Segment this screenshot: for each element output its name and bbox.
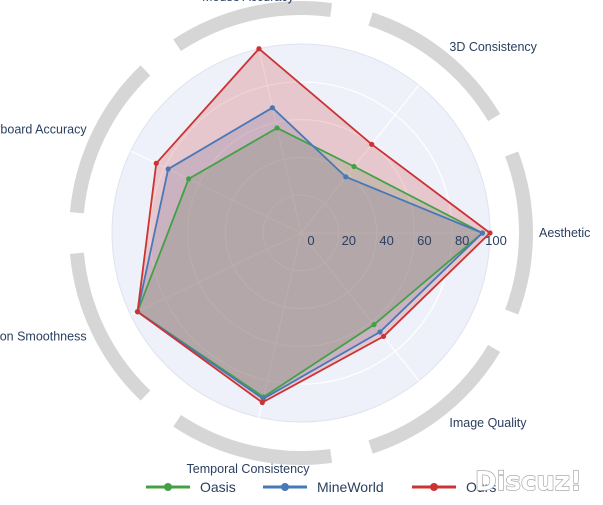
ring-segment (368, 12, 501, 122)
legend-marker (430, 483, 438, 491)
legend-item-ours[interactable]: Ours (412, 479, 496, 495)
series-point-ours (134, 309, 141, 315)
series-line-mineworld (136, 106, 484, 400)
series-point-oasis (186, 176, 192, 182)
grid-spoke (300, 84, 420, 234)
grid-spoke (300, 232, 420, 382)
legend-item-mineworld[interactable]: MineWorld (263, 479, 384, 495)
series-point-ours (256, 46, 262, 52)
ring-segment (368, 344, 501, 454)
radial-tick-label: 40 (379, 233, 393, 248)
series-point-mineworld (377, 329, 383, 335)
series-fill-mineworld (137, 107, 483, 399)
ring-segment (69, 252, 151, 401)
axis-label: Keyboard Accuracy (0, 123, 87, 137)
grid-spoke (130, 232, 302, 316)
axis-label: Image Quality (449, 416, 527, 430)
series-point-mineworld (343, 174, 349, 180)
grid-spoke (258, 48, 302, 234)
series-line-oasis (136, 127, 484, 398)
axis-label: Mouse Accuracy (202, 0, 294, 4)
legend-marker (164, 483, 172, 491)
outer-ring-segments (69, 1, 533, 465)
axis-label: 3D Consistency (449, 40, 537, 54)
legend-marker (281, 483, 289, 491)
series-point-oasis (371, 322, 377, 328)
series-fill-ours (137, 48, 491, 403)
series-point-ours (259, 399, 265, 406)
ring-segment (69, 65, 151, 214)
legend[interactable]: Oasis MineWorld Ours (146, 479, 496, 495)
legend-label: Ours (466, 479, 496, 495)
series-point-mineworld (269, 105, 276, 111)
radar-grid (111, 43, 491, 423)
watermark-text: Discuz! (475, 467, 582, 497)
series-point-oasis (274, 125, 280, 131)
ring-segment (505, 151, 533, 315)
series-point-ours (153, 160, 159, 166)
series-point-mineworld (479, 230, 486, 236)
axis-label: Motion Smoothness (0, 329, 87, 343)
axis-label: Temporal Consistency (187, 462, 311, 476)
radial-tick-labels: 0 20 40 60 80 100 (307, 233, 506, 248)
series-line-ours (136, 47, 491, 404)
ring-segment (173, 1, 333, 52)
radial-tick-label: 20 (342, 233, 356, 248)
radial-tick-label: 80 (455, 233, 469, 248)
grid-spoke (258, 232, 302, 418)
axis-labels: Aesthetic 3D Consistency Mouse Accuracy Key… (0, 0, 590, 476)
series-point-ours (380, 333, 387, 340)
ring-segment (173, 414, 333, 465)
legend-item-oasis[interactable]: Oasis (146, 479, 236, 495)
grid-spoke (130, 150, 302, 234)
series-point-ours (369, 141, 375, 147)
legend-label: MineWorld (317, 479, 384, 495)
radial-tick-label: 0 (307, 233, 314, 248)
series-point-oasis (351, 163, 357, 170)
radar-series (134, 46, 493, 406)
legend-label: Oasis (200, 479, 236, 495)
series-point-mineworld (165, 166, 171, 172)
series-fill-oasis (137, 127, 483, 397)
axis-label: Aesthetic (539, 226, 590, 240)
radial-tick-label: 60 (417, 233, 431, 248)
radial-tick-label: 100 (485, 233, 507, 248)
series-point-ours (487, 230, 493, 236)
